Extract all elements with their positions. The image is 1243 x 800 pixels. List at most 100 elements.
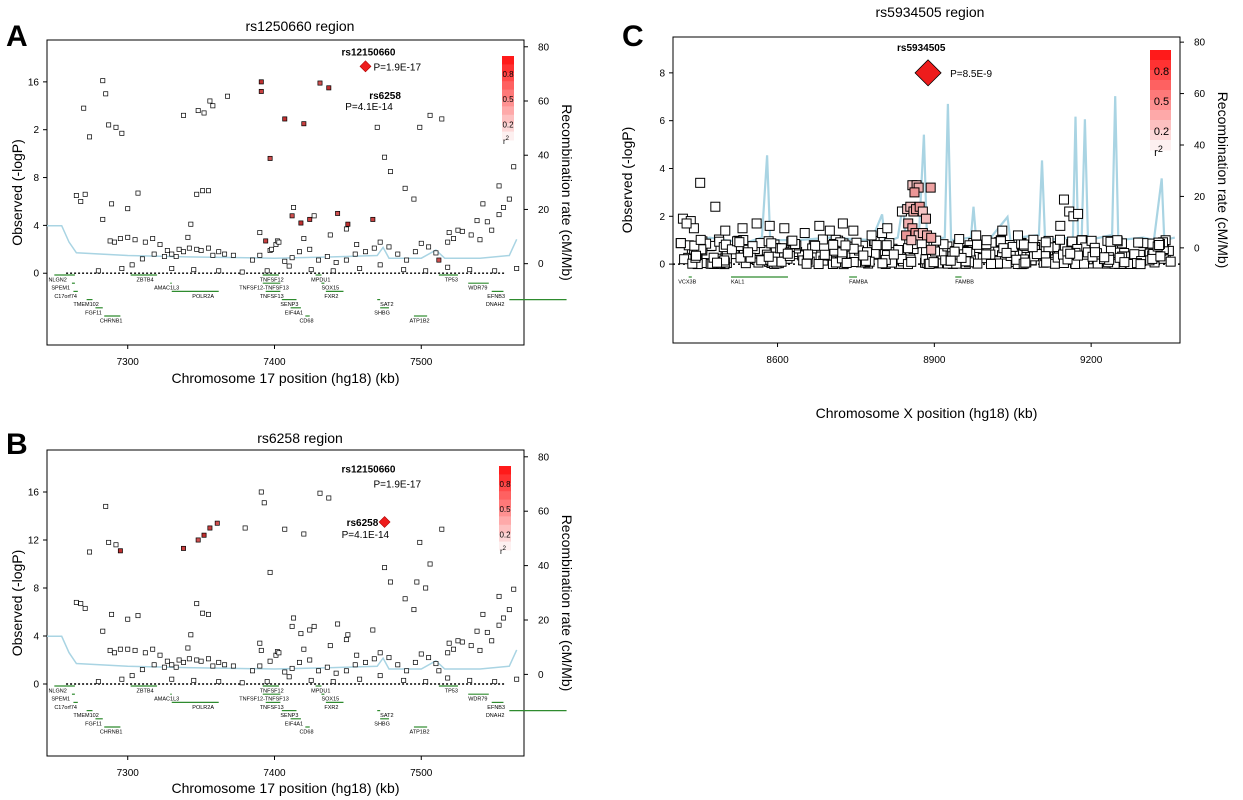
snp-point-high-ld xyxy=(307,216,313,222)
gene-label: POLR2A xyxy=(192,294,214,300)
snp-point xyxy=(467,677,473,683)
snp-name-label: rs6258 xyxy=(369,91,401,102)
snp-point xyxy=(195,108,201,114)
snp-point xyxy=(216,249,222,255)
snp-point xyxy=(689,240,700,251)
gene-label: WDR79 xyxy=(468,286,487,292)
snp-point xyxy=(257,663,263,669)
snp-point xyxy=(782,248,793,259)
snp-point xyxy=(506,196,512,202)
gene-label: POLR2A xyxy=(192,705,214,711)
snp-point xyxy=(333,260,339,265)
snp-pvalue-label: P=1.9E-17 xyxy=(373,62,421,73)
y-tick-label: 12 xyxy=(28,536,40,547)
legend-swatch xyxy=(499,466,511,475)
snp-point xyxy=(363,249,368,255)
gene-label: TNFSF13 xyxy=(260,294,284,300)
legend-swatch xyxy=(502,64,514,74)
gene-label: SAT2 xyxy=(380,302,393,308)
x-axis-label: Chromosome 17 position (hg18) (kb) xyxy=(172,370,400,386)
snp-point xyxy=(459,639,465,645)
snp-point xyxy=(695,234,706,245)
snp-point xyxy=(813,259,824,270)
snp-point xyxy=(455,227,461,233)
snp-point xyxy=(327,643,333,649)
legend-r2-label: r2 xyxy=(500,546,507,556)
snp-point xyxy=(433,250,439,256)
snp-point xyxy=(477,237,483,243)
snp-point xyxy=(169,251,175,257)
snp-point xyxy=(157,242,163,247)
snp-point xyxy=(100,78,106,84)
snp-point xyxy=(106,539,112,545)
gene-label: FXR2 xyxy=(324,294,338,300)
legend-r2-label: r2 xyxy=(503,136,510,146)
snp-point xyxy=(164,658,170,664)
snp-name-label: rs6258 xyxy=(347,518,379,529)
y-tick-label: 0 xyxy=(33,269,39,280)
snp-name-label: rs12150660 xyxy=(341,465,395,476)
y-tick-label: 2 xyxy=(659,212,665,223)
legend-label: 0.8 xyxy=(1154,66,1169,78)
snp-point xyxy=(971,230,982,241)
y-axis-label: Observed (-logP) xyxy=(9,139,25,246)
snp-point xyxy=(151,662,157,668)
snp-point xyxy=(78,199,84,204)
plot-frame xyxy=(672,36,1181,344)
y2-axis-label: Recombination rate (cM/Mb) xyxy=(1215,92,1231,269)
snp-point xyxy=(107,238,113,244)
snp-point xyxy=(371,245,377,251)
snp-point-high-ld xyxy=(345,221,351,227)
legend-swatch xyxy=(502,106,514,116)
gene-label: SENP3 xyxy=(280,302,298,308)
gene-label: ATP1B2 xyxy=(410,319,430,325)
legend-swatch xyxy=(502,98,514,107)
snp-point xyxy=(363,659,368,665)
snp-point xyxy=(343,637,349,643)
panel-letter-a: A xyxy=(6,20,28,53)
snp-point xyxy=(506,607,512,613)
snp-point xyxy=(87,549,93,555)
y-tick-label: 16 xyxy=(28,77,40,88)
snp-point xyxy=(956,252,967,263)
snp-point xyxy=(286,263,292,269)
gene-label: NLGN2 xyxy=(48,278,66,284)
gene-label: SHBG xyxy=(374,721,390,727)
snp-point xyxy=(258,489,264,495)
snp-point xyxy=(225,93,230,99)
legend-swatch xyxy=(502,72,514,82)
snp-point xyxy=(1090,247,1101,258)
legend-label: 0.2 xyxy=(1154,126,1169,138)
snp-point xyxy=(194,657,200,663)
snp-point xyxy=(185,645,191,651)
snp-point xyxy=(257,640,263,646)
snp-point xyxy=(445,264,451,270)
y2-tick-label: 20 xyxy=(1194,192,1206,203)
snp-point xyxy=(261,500,267,506)
snp-point xyxy=(841,257,852,268)
snp-point xyxy=(186,656,192,662)
snp-point xyxy=(201,110,207,116)
snp-point xyxy=(173,664,179,670)
gene-label: TNFSF12 xyxy=(260,278,284,284)
snp-point xyxy=(751,218,762,229)
legend-label: 0.5 xyxy=(499,505,511,514)
snp-point xyxy=(691,250,702,261)
y-tick-label: 0 xyxy=(33,680,39,691)
snp-point xyxy=(710,201,721,212)
snp-point xyxy=(324,254,330,259)
x-tick-label: 7300 xyxy=(117,768,140,779)
snp-point xyxy=(117,646,123,652)
snp-point xyxy=(374,124,380,130)
snp-point-high-ld xyxy=(906,235,917,246)
y2-tick-label: 80 xyxy=(538,452,550,463)
snp-point xyxy=(501,615,506,621)
snp-point xyxy=(1027,242,1038,253)
plot-frame xyxy=(46,39,525,346)
legend-swatch xyxy=(1150,90,1171,101)
snp-point xyxy=(840,240,851,251)
snp-point xyxy=(764,220,775,231)
chart-b-title: rs6258 region xyxy=(257,430,343,446)
snp-point xyxy=(200,610,206,616)
snp-point xyxy=(112,650,117,656)
